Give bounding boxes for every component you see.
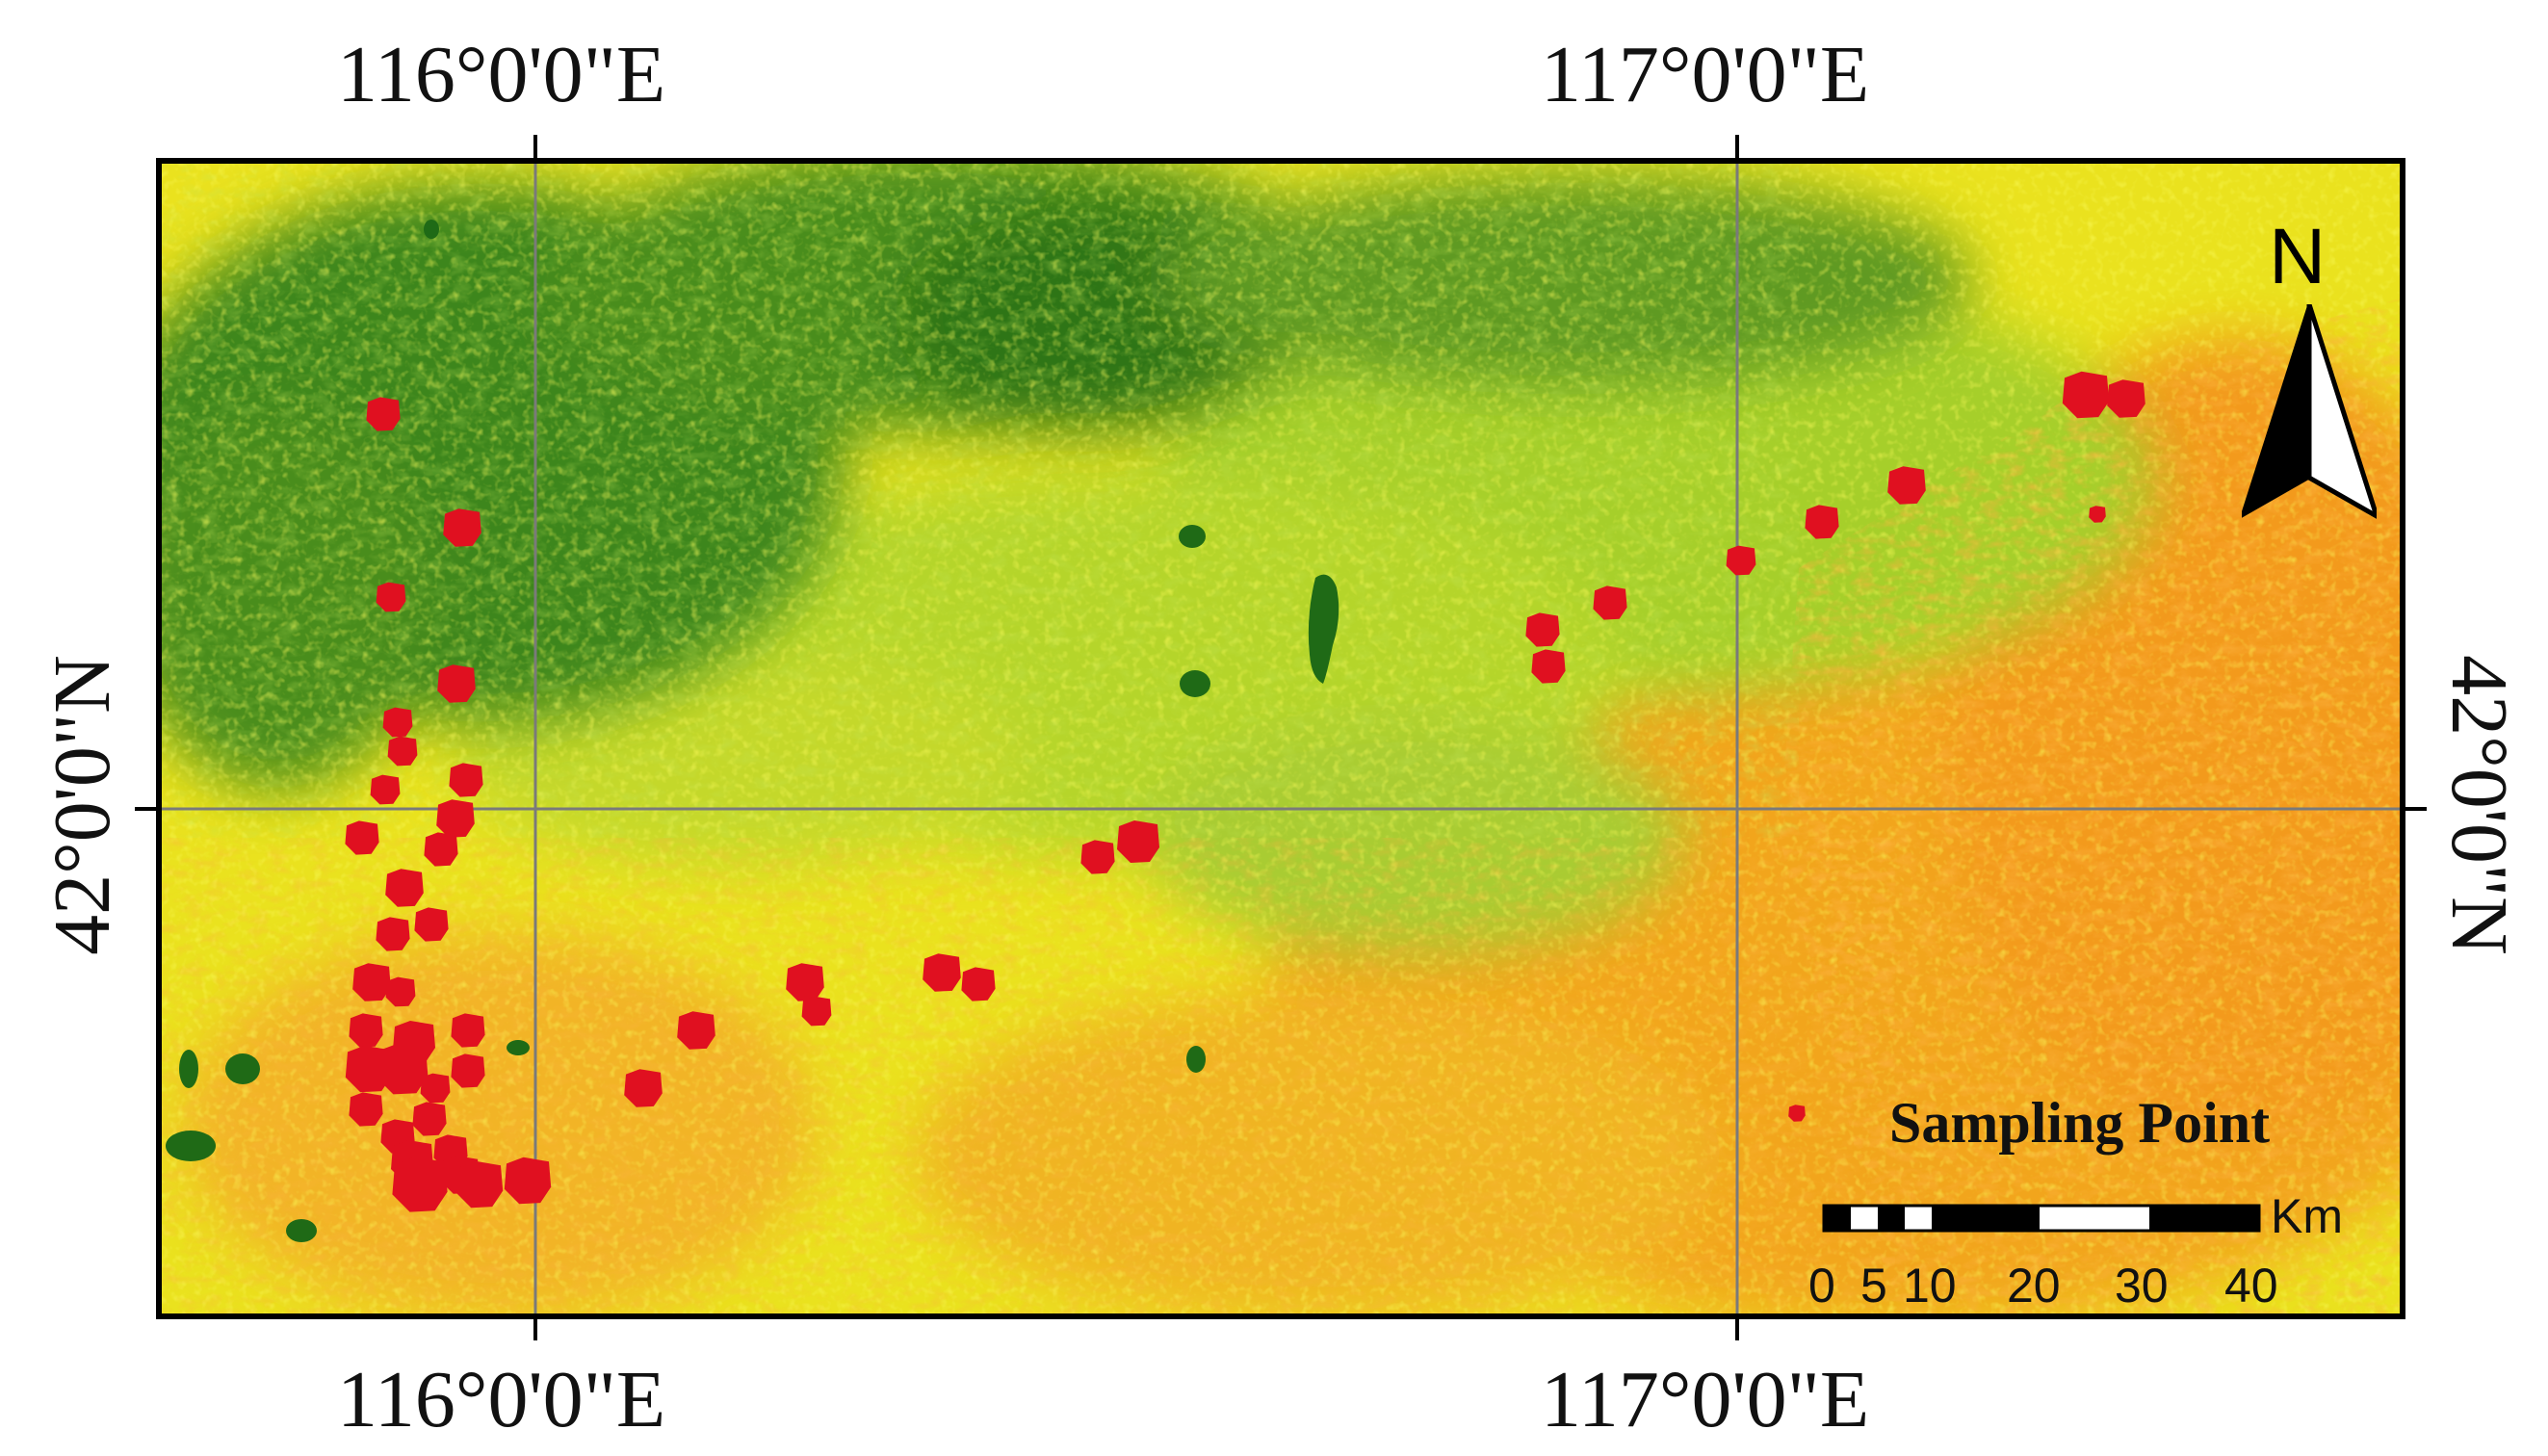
scale-tick-5: 5: [1860, 1259, 1887, 1313]
sampling-point-marker: [449, 763, 483, 797]
sampling-point-marker: [436, 799, 475, 838]
sampling-point-marker: [923, 953, 961, 992]
sampling-point-marker: [2089, 506, 2106, 523]
sampling-point-marker: [414, 907, 449, 942]
green-texture: [162, 164, 1799, 838]
sampling-point-marker: [624, 1069, 663, 1107]
sampling-point-marker: [387, 736, 418, 767]
south-mottle: [162, 838, 1895, 1313]
sampling-point-marker: [677, 1011, 715, 1050]
sampling-point-marker: [1593, 585, 1627, 620]
north-arrow: N: [2242, 218, 2377, 535]
sampling-point-marker: [377, 1043, 429, 1095]
sampling-point-marker: [2107, 379, 2145, 418]
sampling-point-marker: [451, 1053, 485, 1088]
sampling-point-marker: [349, 1013, 383, 1048]
sampling-point-marker: [392, 1157, 448, 1212]
sampling-point-marker: [455, 1160, 504, 1209]
sampling-point-marker: [437, 664, 476, 703]
sampling-point-marker: [382, 707, 413, 738]
sampling-point-marker: [420, 1073, 451, 1104]
sampling-point-marker: [1531, 649, 1566, 684]
sampling-point-marker: [352, 963, 391, 1001]
sampling-point-marker: [412, 1102, 447, 1136]
sampling-point-marker: [349, 1092, 383, 1127]
map-raster: [162, 164, 2400, 1313]
sampling-point-marker: [366, 397, 401, 431]
sampling-point-marker: [1726, 545, 1756, 576]
sampling-point-marker: [786, 963, 824, 1001]
sampling-point-marker: [370, 774, 401, 805]
scale-tick-10: 10: [1903, 1259, 1957, 1313]
sampling-point-marker: [801, 996, 832, 1027]
sampling-point-marker: [1525, 612, 1560, 647]
bottom-lon-label-116: 116°0'0"E: [337, 1355, 666, 1444]
sampling-point-marker: [2062, 371, 2110, 419]
sampling-point-marker: [504, 1157, 552, 1205]
scale-tick-0: 0: [1808, 1259, 1835, 1313]
scale-bar: [1822, 1204, 2261, 1233]
sampling-point-marker: [376, 582, 406, 612]
sampling-point-marker: [424, 832, 458, 867]
map-frame: [156, 158, 2405, 1319]
water-bodies: [166, 220, 1339, 1242]
scale-tick-40: 40: [2224, 1259, 2278, 1313]
sampling-point-marker: [1788, 1105, 1806, 1122]
north-label: N: [2269, 213, 2327, 300]
sampling-point-marker: [345, 820, 379, 855]
sampling-point-marker: [443, 508, 481, 547]
sampling-point-marker: [451, 1013, 485, 1048]
sampling-point-marker: [1805, 505, 1839, 539]
sampling-point-marker: [385, 869, 424, 907]
top-lon-label-117: 117°0'0"E: [1541, 30, 1870, 119]
sampling-point-marker: [961, 967, 996, 1001]
sampling-point-marker: [1080, 840, 1115, 874]
sampling-point-marker: [385, 976, 416, 1007]
top-lon-label-116: 116°0'0"E: [337, 30, 666, 119]
bottom-lon-label-117: 117°0'0"E: [1541, 1355, 1870, 1444]
sampling-point-marker: [1887, 466, 1926, 505]
legend-title: Sampling Point: [1889, 1091, 2271, 1155]
scale-unit: Km: [2271, 1189, 2343, 1243]
sampling-point-marker: [376, 917, 410, 951]
sampling-point-marker: [1117, 820, 1159, 863]
scale-tick-30: 30: [2115, 1259, 2169, 1313]
sampling-points-layer: [345, 371, 2145, 1212]
north-arrow-icon: [2242, 304, 2377, 519]
graticule: [162, 164, 2400, 1313]
scale-tick-20: 20: [2007, 1259, 2061, 1313]
